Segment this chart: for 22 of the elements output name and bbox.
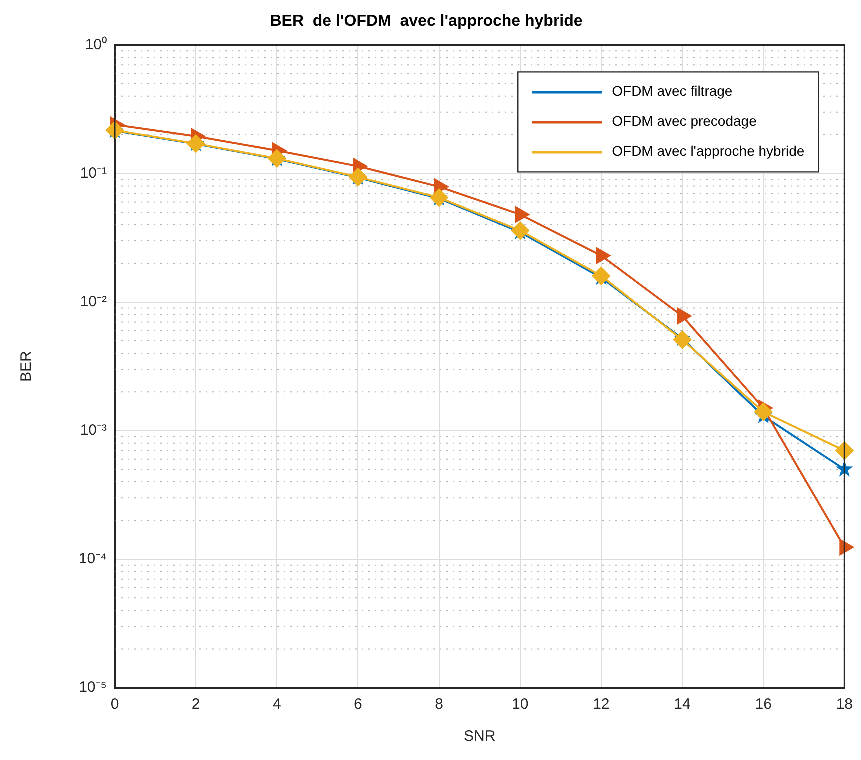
y-axis-title: BER: [18, 351, 36, 382]
x-tick-label: 0: [110, 696, 120, 714]
legend-label: OFDM avec filtrage: [612, 83, 733, 100]
x-tick-label: 10: [512, 696, 529, 714]
legend-label: OFDM avec precodage: [612, 113, 758, 130]
x-tick-label: 18: [836, 696, 853, 714]
x-tick-label: 14: [674, 696, 691, 714]
y-tick-label: 10⁻²: [80, 293, 107, 310]
y-tick-label: 10⁰: [85, 36, 107, 54]
x-tick-label: 8: [435, 696, 444, 714]
x-tick-label: 4: [272, 696, 282, 714]
legend-label: OFDM avec l'approche hybride: [612, 143, 805, 160]
x-tick-label: 2: [192, 696, 200, 714]
y-tick-label: 10⁻⁴: [78, 550, 107, 568]
x-axis-title: SNR: [464, 728, 496, 746]
y-tick-label: 10⁻¹: [80, 164, 107, 182]
x-tick-label: 6: [354, 696, 362, 714]
y-tick-label: 10⁻³: [80, 422, 107, 440]
x-tick-label: 16: [755, 696, 772, 714]
chart-title: BER de l'OFDM avec l'approche hybride: [270, 13, 583, 30]
y-tick-label: 10⁻⁵: [79, 679, 107, 696]
x-tick-label: 12: [593, 696, 610, 714]
